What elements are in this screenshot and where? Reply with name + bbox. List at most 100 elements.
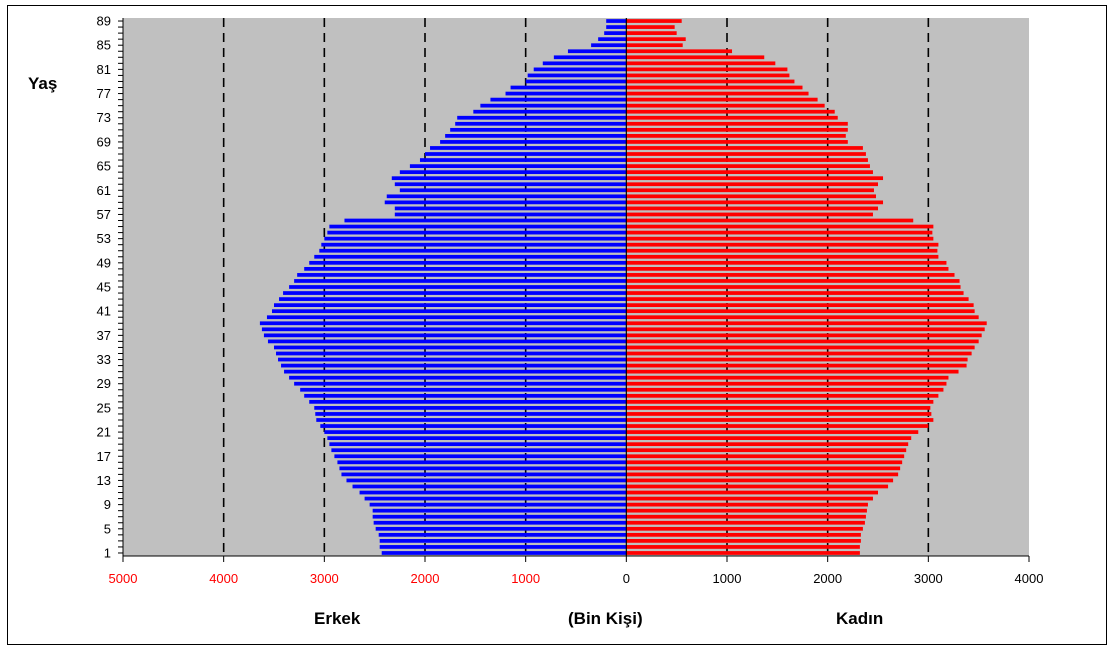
y-tick-label-57: 57 — [97, 207, 111, 222]
male-bar-age-29 — [294, 381, 627, 386]
male-bar-age-81 — [533, 67, 627, 72]
female-bar-age-84 — [626, 49, 733, 54]
female-bar-age-23 — [626, 418, 934, 422]
female-bar-age-66 — [626, 158, 868, 162]
male-bar-age-59 — [384, 200, 627, 205]
male-bar-age-78 — [510, 85, 627, 90]
male-bar-age-46 — [294, 279, 627, 283]
female-bar-age-24 — [626, 412, 932, 416]
female-bar-age-69 — [626, 140, 848, 144]
female-bar-age-73 — [626, 115, 838, 120]
female-bar-age-28 — [626, 387, 944, 392]
female-bar-age-19 — [626, 442, 909, 447]
male-bar-age-42 — [274, 303, 627, 308]
male-bar-age-24 — [315, 412, 627, 416]
female-bar-age-61 — [626, 188, 874, 193]
male-bar-age-15 — [339, 466, 627, 471]
male-bar-age-31 — [284, 369, 627, 374]
male-bar-age-54 — [327, 230, 627, 235]
male-bar-age-26 — [309, 399, 627, 404]
male-bar-age-7 — [372, 514, 627, 519]
male-bar-age-25 — [314, 406, 627, 410]
y-axis-label: Yaş — [28, 74, 58, 93]
female-bar-age-40 — [626, 315, 979, 320]
female-bar-age-41 — [626, 309, 975, 314]
y-tick-label-41: 41 — [97, 304, 111, 319]
female-bar-age-55 — [626, 224, 934, 229]
male-bar-age-18 — [331, 448, 627, 453]
female-bar-age-36 — [626, 339, 979, 344]
male-bar-age-80 — [527, 73, 627, 78]
female-bar-age-57 — [626, 212, 873, 217]
male-bar-age-23 — [316, 418, 627, 422]
male-bar-age-53 — [324, 236, 627, 241]
male-bar-age-84 — [567, 49, 627, 54]
male-bar-age-17 — [334, 454, 627, 459]
male-bar-age-4 — [378, 532, 627, 537]
female-bar-age-78 — [626, 85, 803, 90]
male-bar-age-74 — [473, 109, 627, 114]
female-label: Kadın — [836, 609, 884, 628]
y-tick-label-25: 25 — [97, 400, 111, 415]
female-bar-age-13 — [626, 478, 894, 483]
male-bar-age-64 — [399, 170, 627, 175]
male-bar-age-89 — [606, 19, 627, 23]
female-bar-age-77 — [626, 91, 809, 96]
female-bar-age-76 — [626, 97, 818, 102]
y-tick-label-5: 5 — [104, 521, 111, 536]
female-bar-age-85 — [626, 43, 683, 48]
female-bar-age-37 — [626, 333, 982, 338]
female-bar-age-67 — [626, 152, 866, 156]
male-bar-age-82 — [542, 61, 627, 66]
female-bar-age-17 — [626, 454, 905, 459]
y-tick-label-49: 49 — [97, 255, 111, 270]
female-bar-age-32 — [626, 363, 967, 368]
x-tick-label-6: 1000 — [713, 571, 742, 586]
female-bar-age-51 — [626, 248, 938, 253]
y-tick-label-33: 33 — [97, 352, 111, 367]
male-bar-age-86 — [598, 37, 627, 42]
female-bar-age-53 — [626, 236, 934, 241]
male-bar-age-35 — [274, 345, 627, 350]
y-tick-label-21: 21 — [97, 425, 111, 440]
y-tick-label-53: 53 — [97, 231, 111, 246]
female-bar-age-35 — [626, 345, 975, 350]
female-bar-age-54 — [626, 230, 933, 235]
female-bar-age-46 — [626, 279, 960, 283]
male-bar-age-43 — [279, 297, 627, 301]
male-bar-age-36 — [267, 339, 627, 344]
female-bar-age-60 — [626, 194, 876, 199]
female-bar-age-45 — [626, 285, 961, 289]
male-bar-age-51 — [319, 248, 627, 253]
female-bar-age-49 — [626, 260, 947, 265]
x-tick-label-1: 4000 — [209, 571, 238, 586]
male-bar-age-61 — [399, 188, 627, 193]
male-bar-age-79 — [525, 79, 627, 84]
female-bar-age-10 — [626, 496, 873, 501]
female-bar-age-81 — [626, 67, 788, 72]
female-bar-age-5 — [626, 526, 863, 531]
female-bar-age-3 — [626, 539, 861, 543]
female-bar-age-63 — [626, 176, 884, 181]
female-bar-age-71 — [626, 127, 848, 132]
female-bar-age-26 — [626, 399, 934, 404]
female-bar-age-65 — [626, 164, 870, 168]
y-tick-label-61: 61 — [97, 183, 111, 198]
female-bar-age-82 — [626, 61, 776, 66]
male-bar-age-5 — [375, 526, 627, 531]
male-label: Erkek — [314, 609, 361, 628]
male-bar-age-49 — [309, 260, 627, 265]
female-bar-age-70 — [626, 134, 846, 138]
male-bar-age-34 — [276, 351, 627, 356]
male-bar-age-60 — [386, 194, 627, 199]
male-bar-age-14 — [341, 472, 627, 477]
male-bar-age-77 — [505, 91, 627, 96]
male-bar-age-38 — [261, 327, 627, 332]
female-bar-age-1 — [626, 551, 860, 555]
female-bar-age-4 — [626, 532, 861, 537]
y-tick-label-1: 1 — [104, 545, 111, 560]
female-bar-age-72 — [626, 121, 848, 126]
female-bar-age-88 — [626, 25, 675, 29]
male-bar-age-8 — [372, 508, 627, 513]
y-tick-label-89: 89 — [97, 14, 111, 29]
